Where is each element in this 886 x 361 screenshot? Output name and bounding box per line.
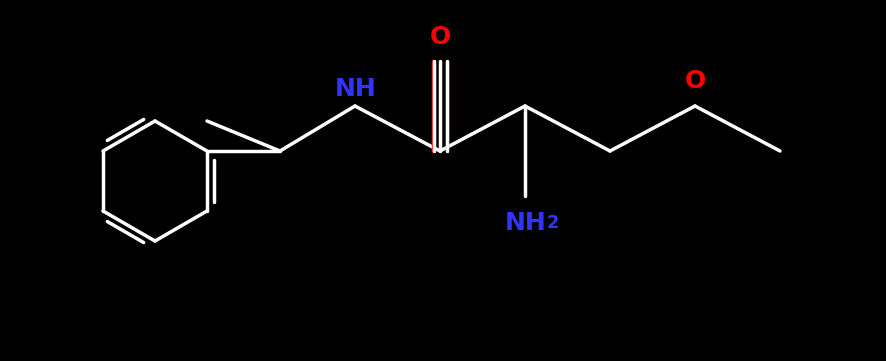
Text: 2: 2 — [547, 214, 559, 232]
Text: NH: NH — [505, 211, 547, 235]
Text: O: O — [684, 69, 705, 93]
Text: O: O — [430, 25, 451, 49]
Text: NH: NH — [335, 77, 377, 101]
